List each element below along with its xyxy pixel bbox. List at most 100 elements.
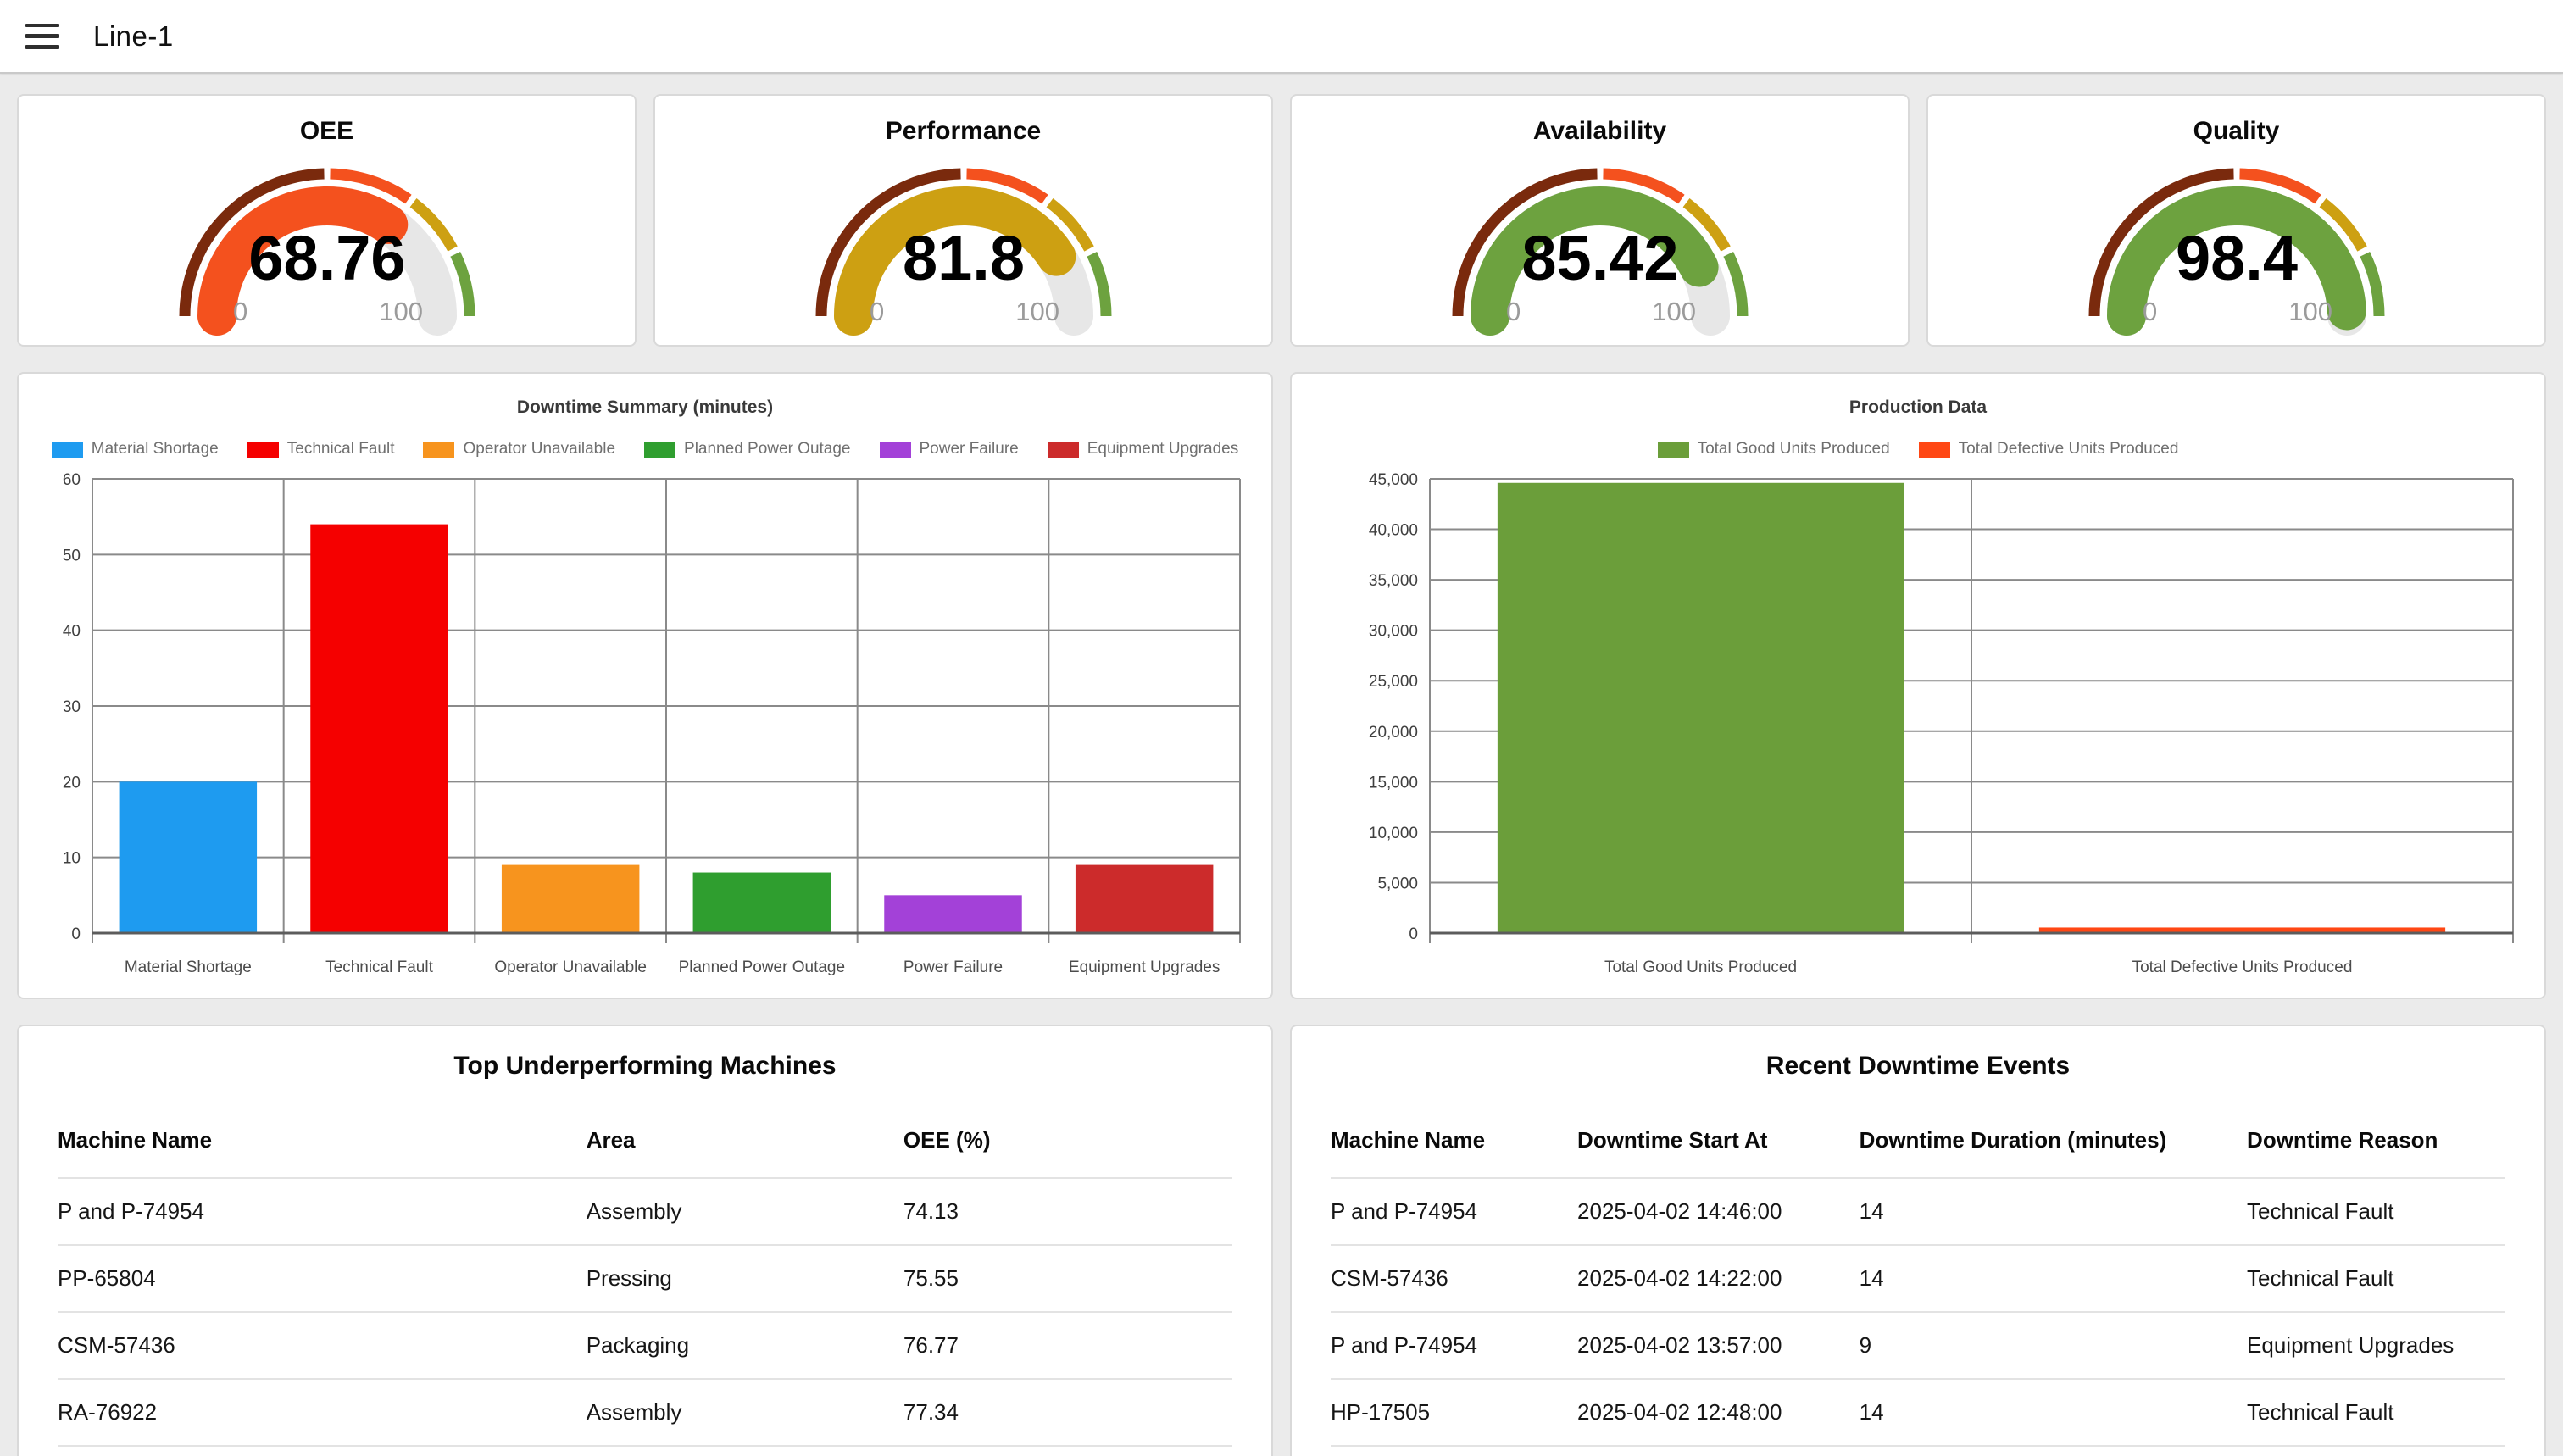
gauge-arc-performance: 81.8 0 100: [815, 168, 1111, 336]
gauge-segment: [1682, 198, 1731, 252]
x-category-label: Total Defective Units Produced: [2132, 959, 2353, 976]
gauge-arc-availability: 85.420 100: [1452, 168, 1748, 336]
gauge-value: 85.42: [1521, 223, 1678, 293]
y-tick-label: 0: [1409, 925, 1418, 943]
table-cell: P and P-74954: [58, 1198, 204, 1224]
table-header-row: Machine Name Downtime Start At Downtime Du…: [1331, 1084, 2505, 1179]
table-cell: 14: [1859, 1399, 1884, 1425]
column-header-machine-name: Machine Name: [58, 1127, 213, 1153]
gauge-card-availability: Availability 85.42 0 100: [1290, 94, 1910, 347]
table-row: CSM-57436 2025-04-02 14:22:00 14 Technical …: [1331, 1246, 2505, 1313]
bar-equipment-upgrades[interactable]: [1075, 864, 1214, 933]
table-cell: RA-76922: [58, 1399, 158, 1425]
table-cell: Equipment Upgrades: [2247, 1332, 2455, 1358]
bar-technical-fault[interactable]: [310, 524, 448, 933]
table-row: CSM-57436 Packaging 76.77: [58, 1313, 1232, 1380]
table-cell: Technical Fault: [2247, 1399, 2394, 1425]
chart-legend: Total Good Units Produced Total Defective…: [1657, 440, 2179, 458]
recent-downtime-events-card: Recent Downtime Events Machine Name Downti…: [1290, 1025, 2546, 1456]
page-title: Line-1: [93, 19, 174, 52]
table: Machine Name Area OEE (%) P and P-74954 Asse…: [58, 1084, 1232, 1447]
bar-material-shortage[interactable]: [119, 781, 258, 933]
legend-label: Planned Power Outage: [684, 440, 851, 458]
downtime-summary-minutes-chart-card: Downtime Summary (minutes) Material Short…: [17, 372, 1273, 999]
table-cell: HP-17505: [1331, 1399, 1431, 1425]
x-category-label: Planned Power Outage: [679, 959, 845, 976]
hamburger-menu-icon[interactable]: [25, 23, 59, 49]
gauge-min-label: 0: [1506, 297, 1521, 326]
x-category-label: Technical Fault: [325, 959, 433, 976]
table-cell: 2025-04-02 14:46:00: [1577, 1198, 1782, 1224]
table-cell: 74.13: [903, 1198, 959, 1224]
legend-item-technical-fault: Technical Fault: [247, 440, 394, 458]
gauge-segment: [409, 198, 458, 252]
y-tick-label: 30: [63, 698, 81, 716]
gauge-segment: [815, 168, 961, 317]
y-tick-label: 25,000: [1369, 673, 1418, 691]
table-row: PP-65804 Pressing 75.55: [58, 1246, 1232, 1313]
bar-total-good-units-produced[interactable]: [1497, 482, 1904, 933]
y-tick-label: 0: [71, 925, 81, 943]
legend-swatch: [423, 441, 455, 458]
y-tick-label: 60: [63, 471, 81, 489]
table-row: P and P-74954 2025-04-02 14:46:00 14 Techni…: [1331, 1179, 2505, 1246]
x-category-label: Total Good Units Produced: [1604, 959, 1797, 976]
top-underperforming-machines-card: Top Underperforming Machines Machine Name…: [17, 1025, 1273, 1456]
table-row: HP-17505 2025-04-02 12:48:00 14 Technical F…: [1331, 1380, 2505, 1447]
gauge-min-label: 0: [870, 297, 884, 326]
legend-swatch: [1918, 441, 1950, 458]
table-cell: 9: [1859, 1332, 1872, 1358]
gauge-segment: [2088, 168, 2234, 317]
table-cell: 14: [1859, 1198, 1884, 1224]
downtime-summary-minutes-plot: 0 10 20 30 40 50 60 Material Shortage Technical …: [63, 471, 1241, 976]
column-header-area: Area: [586, 1127, 636, 1153]
table-title: Top Underperforming Machines: [453, 1052, 837, 1080]
table-cell: 2025-04-02 14:22:00: [1577, 1265, 1782, 1291]
bar-total-defective-units-produced[interactable]: [2038, 927, 2446, 933]
table-cell: P and P-74954: [1331, 1198, 1477, 1224]
table-header-row: Machine Name Area OEE (%): [58, 1084, 1232, 1179]
column-header-machine-name: Machine Name: [1331, 1127, 1486, 1153]
table-title: Recent Downtime Events: [1765, 1052, 2071, 1080]
column-header-downtime-reason: Downtime Reason: [2247, 1127, 2438, 1153]
table-cell: Assembly: [586, 1399, 682, 1425]
gauge-value: 81.8: [902, 223, 1024, 293]
legend-label: Equipment Upgrades: [1087, 440, 1239, 458]
gauge-max-label: 100: [1652, 297, 1696, 326]
legend-label: Material Shortage: [91, 440, 219, 458]
gauge-value-arc: [2106, 186, 2366, 336]
gauge-segment: [2238, 168, 2321, 204]
y-tick-label: 15,000: [1369, 774, 1418, 792]
table-cell: PP-65804: [58, 1265, 156, 1291]
legend-item-power-failure: Power Failure: [879, 440, 1019, 458]
legend-swatch: [879, 441, 911, 458]
gauge-segment: [1086, 252, 1111, 317]
gauge-max-label: 100: [2288, 297, 2332, 326]
hamburger-bar: [25, 34, 59, 38]
table-row: Top Underperforming Machines Machine Name…: [17, 1025, 2546, 1456]
gauge-segment: [965, 168, 1048, 204]
table-cell: CSM-57436: [1331, 1265, 1448, 1291]
bar-planned-power-outage[interactable]: [692, 872, 831, 933]
bar-operator-unavailable[interactable]: [501, 864, 640, 933]
table-cell: 2025-04-02 13:57:00: [1577, 1332, 1782, 1358]
production-data-plot: 0 5,000 10,000 15,000 20,000 25,000 30,000 35,0…: [1369, 471, 2514, 976]
production-data-chart-card: Production Data Total Good Units Produced…: [1290, 372, 2546, 999]
gauge-row: OEE 68.76 0 100 Performance 81.8 0 100 Availabil…: [17, 94, 2546, 347]
gauge-value-arc: [1470, 186, 1719, 336]
y-tick-label: 5,000: [1377, 875, 1418, 892]
gauge-segment: [449, 252, 475, 317]
chart-title: Production Data: [1849, 397, 1988, 417]
column-header-downtime-start-at: Downtime Start At: [1577, 1127, 1768, 1153]
table-cell: Pressing: [586, 1265, 672, 1291]
y-tick-label: 50: [63, 547, 81, 564]
table-cell: Packaging: [586, 1332, 690, 1358]
gauge-title: Quality: [2193, 117, 2280, 145]
bar-power-failure[interactable]: [884, 895, 1022, 933]
x-category-label: Operator Unavailable: [494, 959, 647, 976]
x-category-label: Power Failure: [903, 959, 1003, 976]
legend-item-material-shortage: Material Shortage: [51, 440, 219, 458]
gauge-card-oee: OEE 68.76 0 100: [17, 94, 637, 347]
table-cell: 14: [1859, 1265, 1884, 1291]
legend-label: Total Defective Units Produced: [1958, 440, 2179, 458]
